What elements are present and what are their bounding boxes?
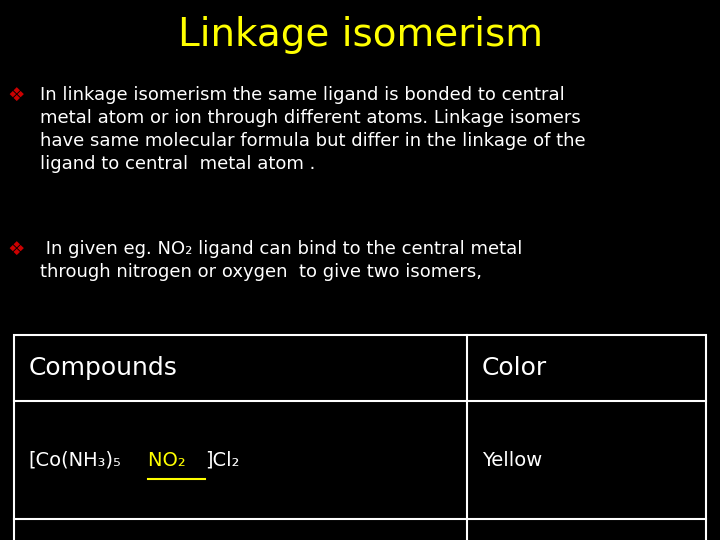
- Text: ❖: ❖: [7, 86, 24, 105]
- Text: Yellow: Yellow: [482, 451, 541, 470]
- Text: Linkage isomerism: Linkage isomerism: [178, 16, 542, 54]
- Text: In linkage isomerism the same ligand is bonded to central
metal atom or ion thro: In linkage isomerism the same ligand is …: [40, 86, 585, 173]
- Text: ]Cl₂: ]Cl₂: [205, 451, 240, 470]
- Text: [Co(NH₃)₅: [Co(NH₃)₅: [29, 451, 122, 470]
- Text: Color: Color: [482, 356, 546, 380]
- FancyBboxPatch shape: [14, 335, 706, 540]
- Text: NO₂: NO₂: [148, 451, 192, 470]
- Text: ❖: ❖: [7, 240, 24, 259]
- Text: In given eg. NO₂ ligand can bind to the central metal
through nitrogen or oxygen: In given eg. NO₂ ligand can bind to the …: [40, 240, 522, 281]
- Text: Compounds: Compounds: [29, 356, 178, 380]
